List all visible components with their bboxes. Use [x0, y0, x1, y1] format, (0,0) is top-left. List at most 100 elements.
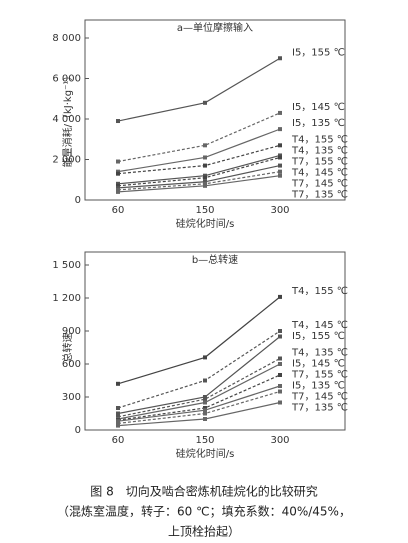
series-label: T7，135 ℃	[291, 403, 348, 414]
data-point	[278, 294, 282, 299]
data-point	[278, 169, 282, 174]
data-point	[203, 183, 207, 188]
series-line	[117, 57, 281, 122]
series-label: T4，155 ℃	[291, 286, 348, 297]
data-point	[203, 406, 207, 410]
data-point	[278, 373, 282, 377]
data-point	[116, 119, 120, 124]
y-axis-label: 能量消耗/（kJ·kg⁻¹）	[61, 71, 74, 168]
data-point	[278, 362, 282, 366]
series-label: T7，155 ℃	[291, 156, 348, 167]
y-tick-label: 900	[62, 326, 81, 337]
x-axis-label: 硅烷化时间/s	[176, 447, 235, 460]
caption-line: 上顶栓抬起）	[168, 524, 240, 539]
y-tick-label: 600	[62, 359, 81, 370]
y-tick-label: 0	[75, 425, 81, 436]
data-point	[203, 417, 207, 421]
x-tick-label: 150	[195, 435, 214, 446]
data-point	[203, 400, 207, 405]
data-point	[116, 187, 120, 192]
caption-line: 图 8 切向及啮合密炼机硅烷化的比较研究	[90, 484, 317, 499]
y-tick-label: 1 500	[52, 260, 81, 271]
y-tick-label: 0	[75, 195, 81, 206]
data-point	[278, 110, 282, 115]
y-tick-label: 4 000	[52, 114, 81, 125]
series-label: I5，155 ℃	[292, 47, 345, 58]
data-point	[278, 173, 282, 178]
data-point	[278, 155, 282, 160]
data-point	[278, 329, 282, 333]
series-label: I5，135 ℃	[292, 381, 345, 392]
series-line	[117, 112, 281, 163]
x-tick-label: 60	[112, 205, 125, 216]
series-label: T4，155 ℃	[291, 134, 348, 145]
series-label: T7，145 ℃	[291, 392, 348, 403]
data-point	[203, 143, 207, 148]
plot-frame	[84, 19, 346, 201]
series-line	[117, 128, 281, 173]
x-tick-label: 60	[112, 435, 125, 446]
y-tick-label: 300	[62, 392, 81, 403]
series-label: T7，155 ℃	[291, 370, 348, 381]
series-label: T4，135 ℃	[291, 145, 348, 156]
data-point	[278, 356, 282, 361]
data-point	[116, 159, 120, 164]
y-tick-label: 1 200	[52, 293, 81, 304]
data-point	[278, 56, 282, 61]
data-point	[203, 378, 207, 383]
data-point	[116, 381, 120, 386]
data-point	[203, 100, 207, 105]
data-point	[116, 185, 120, 190]
series-line	[117, 296, 281, 385]
data-point	[116, 171, 120, 176]
series-label: I5，155 ℃	[292, 331, 345, 342]
x-axis-label: 硅烷化时间/s	[176, 217, 235, 230]
series-line	[117, 336, 281, 415]
y-tick-label: 2 000	[52, 155, 81, 166]
data-point	[203, 408, 207, 413]
chart-title: a—单位摩擦输入	[177, 21, 253, 34]
series-label: I5，145 ℃	[292, 102, 345, 113]
data-point	[116, 189, 120, 194]
data-point	[203, 163, 207, 168]
data-point	[203, 397, 207, 402]
data-point	[203, 175, 207, 180]
data-point	[278, 389, 282, 394]
data-point	[278, 384, 282, 388]
x-tick-label: 300	[270, 435, 289, 446]
data-point	[116, 181, 120, 186]
series-label: T7，145 ℃	[291, 178, 348, 189]
data-point	[116, 406, 120, 410]
series-label: I5，135 ℃	[292, 118, 345, 129]
x-tick-label: 300	[270, 205, 289, 216]
series-label: I5，145 ℃	[292, 359, 345, 370]
data-point	[116, 411, 120, 416]
series-line	[117, 357, 281, 418]
y-tick-label: 6 000	[52, 74, 81, 85]
data-point	[278, 127, 282, 132]
data-point	[116, 419, 120, 424]
data-point	[116, 423, 120, 428]
data-point	[278, 143, 282, 148]
data-point	[116, 414, 120, 419]
series-line	[117, 171, 281, 191]
y-tick-label: 8 000	[52, 33, 81, 44]
data-point	[278, 400, 282, 405]
data-point	[203, 395, 207, 399]
chart-title: b—总转速	[192, 253, 238, 266]
data-point	[278, 153, 282, 158]
data-point	[203, 173, 207, 178]
series-label: T4，135 ℃	[291, 348, 348, 359]
data-point	[116, 183, 120, 188]
series-line	[117, 144, 281, 175]
x-tick-label: 150	[195, 205, 214, 216]
series-label: T4，145 ℃	[291, 167, 348, 178]
series-line	[117, 330, 281, 409]
series-label: T7，135 ℃	[291, 189, 348, 200]
data-point	[203, 411, 207, 416]
series-label: T4，145 ℃	[291, 320, 348, 331]
data-point	[116, 169, 120, 174]
y-axis-label: 总转速	[61, 333, 74, 363]
caption-line: （混炼室温度，转子：60 ℃；填充系数：40%/45%，	[57, 504, 351, 519]
